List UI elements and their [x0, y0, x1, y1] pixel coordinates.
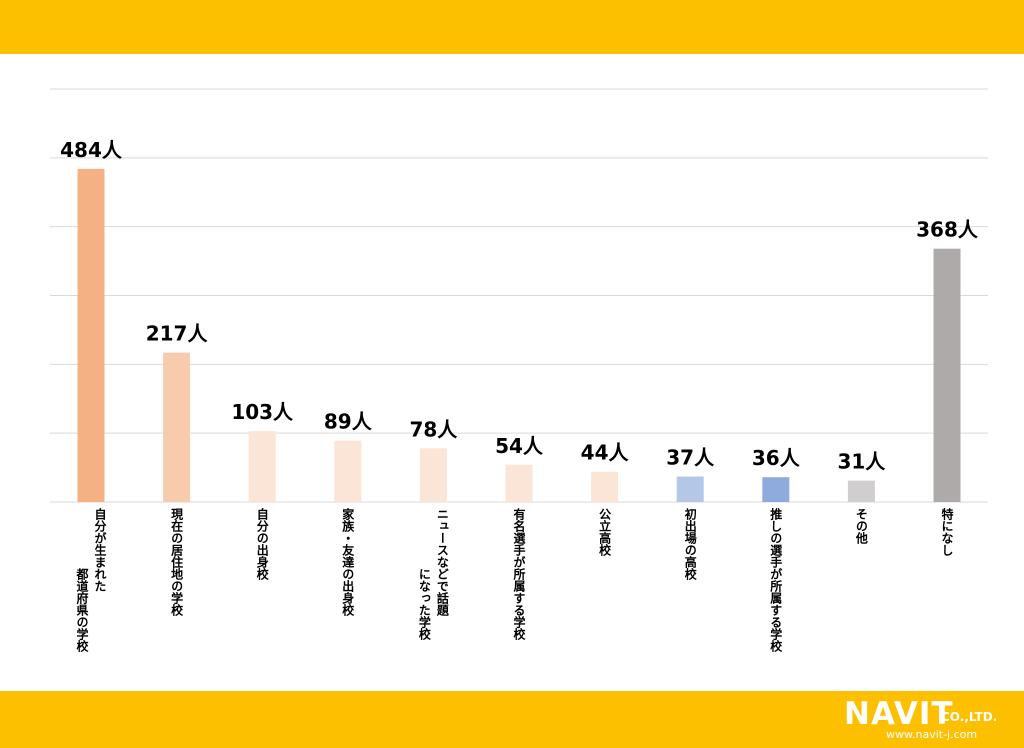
data-label-4: 78人	[409, 417, 458, 441]
data-label-9: 31人	[837, 450, 886, 474]
logo-suffix: CO.,LTD.	[941, 710, 998, 724]
category-label-0: 自分が生まれた 都道府県の学校	[75, 508, 107, 652]
category-line: 公立高校	[597, 508, 612, 556]
category-line: 特になし	[940, 508, 954, 556]
category-label-8: 推しの選手が所属する学校	[769, 508, 783, 652]
category-line: になった学校	[417, 568, 432, 640]
bar-10	[933, 248, 961, 502]
data-label-0: 484人	[60, 138, 123, 162]
category-label-4: ニュースなどで話題 になった学校	[417, 508, 449, 640]
bar-7	[676, 476, 704, 502]
category-label-1: 現在の居住地の学校	[170, 508, 184, 616]
bar-2	[248, 431, 276, 502]
category-line: 都道府県の学校	[75, 568, 89, 652]
category-line: 有名選手が所属する学校	[512, 508, 526, 640]
category-line: 自分の出身校	[255, 508, 270, 580]
data-label-2: 103人	[231, 400, 294, 424]
logo-brand: NAVIT	[844, 696, 954, 732]
category-label-10: 特になし	[940, 508, 954, 556]
data-labels: 484人 217人 103人 89人 78人 54人 44人 37人 36人 31人 368人	[60, 138, 979, 474]
data-label-3: 89人	[324, 410, 373, 434]
category-line: 自分が生まれた	[93, 508, 107, 592]
data-label-1: 217人	[146, 322, 209, 346]
bar-0	[77, 168, 105, 502]
bar-5	[505, 464, 533, 502]
category-line: 現在の居住地の学校	[169, 508, 184, 616]
data-label-8: 36人	[752, 446, 801, 470]
category-label-2: 自分の出身校	[255, 508, 269, 580]
category-line: 推しの選手が所属する学校	[768, 508, 783, 652]
category-line: 家族・友達の出身校	[340, 508, 355, 616]
data-label-5: 54人	[495, 434, 544, 458]
category-label-5: 有名選手が所属する学校	[512, 508, 526, 640]
data-label-6: 44人	[581, 441, 630, 465]
bar-3	[334, 440, 362, 502]
category-line: その他	[854, 508, 869, 544]
category-label-7: 初出場の高校	[683, 508, 697, 580]
bar-4	[419, 448, 447, 502]
bar-8	[762, 477, 790, 502]
bars	[77, 168, 961, 502]
data-label-10: 368人	[916, 218, 979, 242]
category-line: 初出場の高校	[683, 508, 698, 580]
navit-logo: NAVIT CO.,LTD. www.navit-j.com	[844, 697, 1016, 743]
category-label-3: 家族・友達の出身校	[341, 508, 355, 616]
bar-6	[591, 471, 619, 502]
bar-1	[163, 352, 191, 502]
logo-url: www.navit-j.com	[886, 728, 978, 741]
top-banner	[0, 0, 1024, 54]
category-label-9: その他	[854, 508, 868, 544]
category-label-6: 公立高校	[598, 508, 612, 556]
bar-9	[847, 480, 875, 502]
gridlines	[50, 88, 988, 503]
bar-chart: 484人 217人 103人 89人 78人 54人 44人 37人 36人 31人 368人	[50, 88, 988, 503]
data-label-7: 37人	[666, 446, 715, 470]
category-line: ニュースなどで話題	[435, 508, 450, 616]
bottom-banner	[0, 691, 1024, 748]
